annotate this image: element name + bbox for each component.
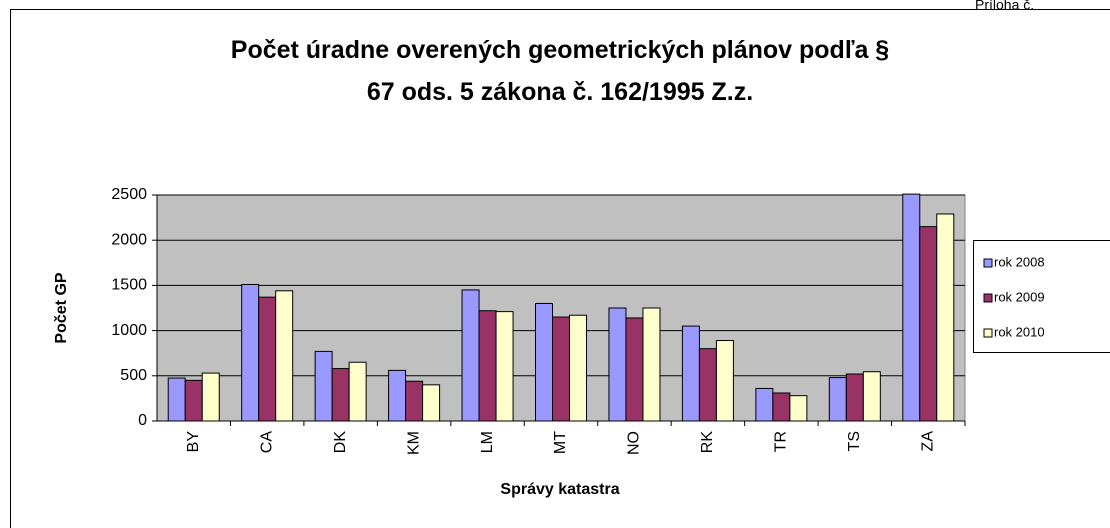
x-axis-label: Správy katastra — [500, 481, 619, 498]
bar — [201, 372, 220, 422]
bar — [919, 226, 938, 422]
bar — [715, 340, 734, 422]
x-tick-label: RK — [699, 431, 716, 454]
y-axis-label: Počet GP — [53, 272, 70, 343]
bar — [275, 290, 294, 422]
page-note: Príloha č. — [975, 0, 1034, 13]
bar — [642, 307, 661, 422]
bar — [845, 373, 864, 422]
bar — [241, 283, 260, 422]
legend-box — [973, 240, 1110, 353]
bar — [348, 361, 367, 422]
x-tick-label: DK — [332, 431, 349, 454]
y-tick-label: 2500 — [111, 186, 147, 203]
x-tick-label: NO — [626, 431, 643, 455]
bar — [258, 296, 277, 422]
bar — [461, 289, 480, 422]
x-tick-label: TR — [773, 431, 790, 452]
legend-swatch — [983, 293, 993, 303]
y-tick-label: 0 — [138, 412, 147, 429]
bar — [184, 379, 203, 422]
bar — [698, 348, 717, 422]
bar — [552, 316, 570, 422]
x-tick-label: KM — [405, 431, 422, 455]
bar — [569, 314, 587, 422]
bar — [828, 377, 847, 422]
bar — [478, 310, 497, 422]
y-tick-label: 1500 — [111, 277, 147, 294]
bar — [405, 380, 424, 422]
bar — [681, 325, 700, 422]
bar — [422, 384, 441, 422]
y-tick-label: 500 — [120, 367, 147, 384]
chart-title: Počet úradne overených geometrických plá… — [231, 36, 889, 64]
bar — [331, 368, 350, 422]
bar — [495, 311, 514, 422]
legend-swatch — [983, 328, 993, 338]
bar — [755, 387, 774, 422]
legend-label: rok 2008 — [994, 254, 1045, 269]
bar — [625, 317, 644, 422]
y-tick-label: 1000 — [111, 322, 147, 339]
legend-swatch — [983, 258, 993, 268]
legend-label: rok 2009 — [994, 289, 1045, 304]
x-tick-label: BY — [185, 431, 202, 453]
bar — [862, 371, 881, 422]
bar — [314, 350, 333, 422]
legend-label: rok 2010 — [994, 324, 1045, 339]
x-tick-label: CA — [258, 431, 275, 454]
bar — [902, 193, 921, 422]
x-tick-label: LM — [479, 431, 496, 453]
bar — [936, 213, 955, 422]
bar — [535, 302, 553, 422]
bar — [789, 395, 808, 422]
bar — [608, 307, 627, 422]
bar — [388, 369, 407, 422]
chart-title: 67 ods. 5 zákona č. 162/1995 Z.z. — [367, 78, 753, 106]
x-tick-label: MT — [552, 431, 569, 454]
bar — [772, 392, 791, 422]
y-tick-label: 2000 — [111, 231, 147, 248]
bar — [167, 377, 186, 422]
x-tick-label: ZA — [919, 431, 936, 452]
x-tick-label: TS — [846, 431, 863, 451]
